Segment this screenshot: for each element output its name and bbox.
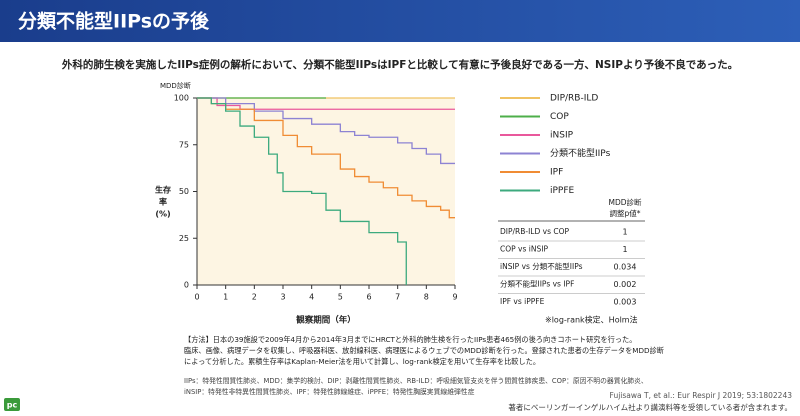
table-p-value: 1	[622, 228, 627, 237]
x-tick-label: 8	[424, 293, 429, 302]
table-comparison: IPF vs iPPFE	[500, 297, 545, 306]
method: によって分析した。累積生存率はKaplan-Meier法を用いて計算し、log-…	[184, 357, 540, 366]
x-label: 観察期間（年）	[296, 315, 356, 326]
x-tick-label: 0	[194, 293, 199, 302]
y-tick-label: 50	[179, 187, 189, 196]
survival-curve	[197, 97, 455, 219]
logo: pc	[7, 401, 18, 410]
table-comparison: 分類不能型IIPs vs IPF	[500, 279, 574, 289]
header-bar	[0, 0, 800, 42]
abbreviations: IIPs：特発性間質性肺炎、MDD：集学的検討、DIP：剥離性間質性肺炎、RB-…	[184, 376, 648, 385]
table-note: ※log-rank検定、Holm法	[545, 315, 638, 325]
y-label: 率	[159, 197, 167, 207]
y-tick-label: 100	[174, 94, 189, 103]
title: 分類不能型IIPsの予後	[18, 10, 210, 33]
table-p-value: 0.002	[614, 280, 637, 289]
legend-label: iPPFE	[550, 186, 575, 196]
abbreviations: iNSIP：特発性非特異性間質性肺炎、IPF：特発性肺線維症、iPPFE：特発性…	[184, 387, 475, 396]
legend-label: iNSIP	[550, 131, 574, 141]
x-tick-label: 3	[280, 293, 285, 302]
legend-label: COP	[550, 112, 569, 122]
x-tick-label: 7	[395, 293, 400, 302]
x-tick-label: 1	[223, 293, 228, 302]
method: 【方法】日本の39施設で2009年4月から2014年3月までにHRCTと外科的肺…	[184, 335, 636, 344]
subtitle: 外科的肺生検を実施したIIPs症例の解析において、分類不能型IIPsはIPFと比…	[61, 58, 738, 71]
legend-label: DIP/RB-ILD	[550, 94, 598, 104]
disclosure: 著者にベーリンガーインゲルハイム社より講演料等を受領している者が含まれます。	[508, 402, 792, 412]
table-p-value: 1	[622, 245, 627, 254]
legend-label: IPF	[550, 168, 563, 178]
panel-label: MDD診断	[160, 81, 191, 90]
table-comparison: DIP/RB-ILD vs COP	[500, 227, 570, 236]
logo-box	[4, 398, 20, 411]
x-tick-label: 6	[366, 293, 371, 302]
y-tick-label: 75	[179, 140, 189, 149]
table-comparison: COP vs iNSIP	[500, 245, 548, 254]
table-comparison: iNSIP vs 分類不能型IIPs	[500, 261, 583, 271]
plot-area	[197, 98, 455, 285]
legend-label: 分類不能型IIPs	[550, 147, 611, 159]
x-tick-label: 9	[452, 293, 457, 302]
survival-curve	[197, 97, 407, 285]
y-label: 生存	[155, 185, 171, 195]
y-tick-label: 0	[184, 281, 189, 290]
x-tick-label: 4	[309, 293, 314, 302]
y-label: (%)	[155, 210, 170, 219]
x-tick-label: 2	[252, 293, 257, 302]
table-p-value: 0.003	[614, 298, 637, 307]
table-header: MDD診断	[608, 197, 642, 207]
table-header: 調整p値*	[609, 208, 640, 218]
table-p-value: 0.034	[614, 263, 637, 272]
y-tick-label: 25	[179, 234, 189, 243]
x-tick-label: 5	[338, 293, 343, 302]
method: 臨床、画像、病理データを収集し、呼吸器科医、放射線科医、病理医によるウェブでのM…	[184, 346, 664, 355]
citation: Fujisawa T, et al.: Eur Respir J 2019; 5…	[610, 391, 793, 400]
